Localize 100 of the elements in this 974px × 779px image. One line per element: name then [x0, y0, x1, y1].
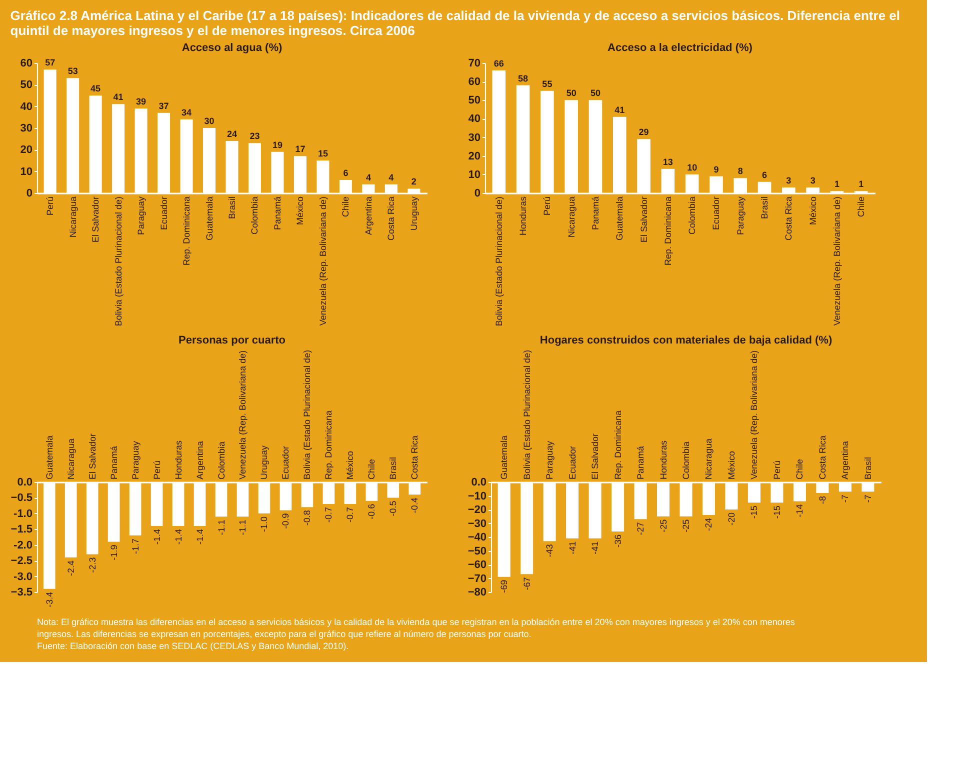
data-label: 30 — [204, 116, 214, 126]
y-tick-label: 10 — [468, 168, 480, 181]
x-tick-label: Panamá — [590, 196, 600, 230]
x-tick-label: Argentina — [840, 440, 850, 480]
data-label: -0.9 — [280, 513, 291, 529]
x-tick-label: Nicaragua — [704, 438, 714, 480]
data-label: 58 — [518, 73, 528, 84]
y-tick-label: 0.0 — [471, 476, 486, 488]
data-label: 50 — [590, 88, 600, 98]
data-label: 39 — [136, 96, 146, 106]
data-label: 10 — [687, 162, 698, 172]
x-tick-label: México — [295, 196, 306, 226]
y-tick-label: −2.5 — [10, 555, 32, 568]
data-label: -69 — [499, 580, 510, 593]
data-label: 15 — [318, 148, 328, 158]
data-label: 34 — [182, 107, 192, 118]
y-tick-label: −1.5 — [10, 524, 32, 536]
y-tick-label: −30 — [468, 518, 486, 530]
y-tick-label: 20 — [468, 150, 480, 162]
x-tick-label: Uruguay — [259, 444, 270, 480]
data-label: 8 — [738, 166, 743, 176]
y-tick-label: −20 — [468, 504, 486, 516]
data-label: 37 — [158, 100, 169, 111]
x-tick-label: Rep. Dominicana — [182, 196, 192, 266]
x-tick-label: Bolivia (Estado Plurinacional de) — [522, 350, 532, 480]
x-tick-label: Nicaragua — [566, 196, 576, 238]
x-tick-label: Chile — [340, 196, 351, 218]
x-tick-label: Rep. Dominicana — [612, 410, 623, 480]
data-label: -25 — [681, 519, 691, 532]
x-tick-label: Guatemala — [499, 435, 510, 480]
x-tick-label: Honduras — [518, 196, 528, 236]
data-label: 24 — [226, 129, 238, 139]
data-label: -7 — [840, 494, 850, 503]
data-label: 66 — [494, 58, 504, 68]
x-tick-label: México — [726, 450, 736, 480]
x-tick-label: Bolivia (Estado Plurinacional de) — [494, 196, 504, 326]
y-tick-label: 30 — [20, 122, 32, 134]
y-tick-label: −70 — [468, 572, 486, 585]
x-tick-label: Venezuela (Rep. Bolivariana de) — [318, 196, 328, 326]
x-tick-label: Venezuela (Rep. Bolivariana de) — [832, 196, 842, 326]
x-tick-label: Paraguay — [544, 440, 555, 480]
chart-title: Acceso al agua (%) — [182, 42, 282, 54]
data-label: 3 — [810, 175, 816, 186]
data-label: -1.4 — [152, 529, 162, 545]
x-tick-label: Paraguay — [735, 196, 746, 236]
x-tick-label: Honduras — [658, 440, 668, 480]
data-label: 19 — [272, 140, 282, 150]
data-label: 29 — [638, 127, 649, 138]
chart-title: Acceso a la electricidad (%) — [608, 42, 753, 54]
data-label: 4 — [366, 172, 371, 182]
data-label: -3.4 — [44, 592, 54, 608]
x-tick-label: Ecuador — [158, 196, 169, 230]
data-label: -0.7 — [345, 507, 356, 523]
y-tick-label: −10 — [468, 490, 486, 502]
y-tick-label: -2.0 — [14, 539, 32, 552]
data-label: -2.3 — [87, 557, 98, 573]
data-label: 23 — [250, 131, 260, 142]
x-tick-label: Costa Rica — [410, 435, 420, 480]
y-tick-label: 0.0 — [17, 476, 32, 488]
x-tick-label: México — [808, 196, 818, 226]
y-tick-label: 0 — [474, 188, 480, 200]
data-label: -67 — [522, 577, 532, 590]
x-tick-label: Colombia — [687, 196, 698, 235]
data-label: -20 — [726, 512, 736, 526]
y-tick-label: −60 — [468, 559, 486, 571]
x-tick-label: Chile — [856, 196, 866, 218]
y-tick-label: -3.0 — [14, 570, 32, 583]
x-tick-label: Perú — [152, 460, 162, 480]
x-tick-label: El Salvador — [87, 433, 98, 480]
x-tick-label: Colombia — [250, 196, 260, 235]
data-label: -25 — [658, 519, 668, 532]
y-tick-label: 10 — [20, 166, 32, 178]
source-note: Fuente: Elaboración con base en SEDLAC (CEDLAS y Banco Mundial, 2010). — [37, 641, 349, 651]
y-tick-label: 50 — [468, 94, 480, 107]
data-label: 4 — [388, 172, 394, 182]
data-label: 6 — [762, 170, 768, 180]
x-tick-label: Bolivia (Estado Plurinacional de) — [302, 350, 312, 480]
x-tick-label: Ecuador — [711, 196, 722, 230]
x-tick-label: Guatemala — [614, 196, 625, 241]
x-tick-label: Bolivia (Estado Plurinacional de) — [113, 196, 124, 326]
y-tick-label: 30 — [468, 132, 480, 144]
data-label: -41 — [567, 541, 578, 554]
data-label: -1.1 — [216, 520, 226, 536]
y-tick-label: −80 — [468, 586, 486, 598]
data-label: -1.4 — [194, 529, 205, 545]
data-label: -41 — [590, 541, 600, 554]
data-label: -0.5 — [388, 500, 398, 516]
x-tick-label: Venezuela (Rep. Bolivariana de) — [749, 350, 760, 480]
data-label: -1.4 — [173, 529, 184, 545]
data-label: 45 — [90, 84, 101, 94]
y-tick-label: -1.0 — [14, 508, 32, 520]
data-label: 3 — [786, 175, 792, 186]
chart-title: Personas por cuarto — [178, 334, 286, 346]
data-label: 41 — [614, 104, 625, 115]
y-tick-label: −50 — [468, 545, 486, 558]
data-label: -15 — [749, 506, 760, 519]
data-label: 1 — [834, 179, 840, 190]
y-tick-label: 40 — [20, 100, 32, 113]
x-tick-label: Panamá — [272, 196, 282, 230]
data-label: -1.0 — [259, 516, 270, 532]
